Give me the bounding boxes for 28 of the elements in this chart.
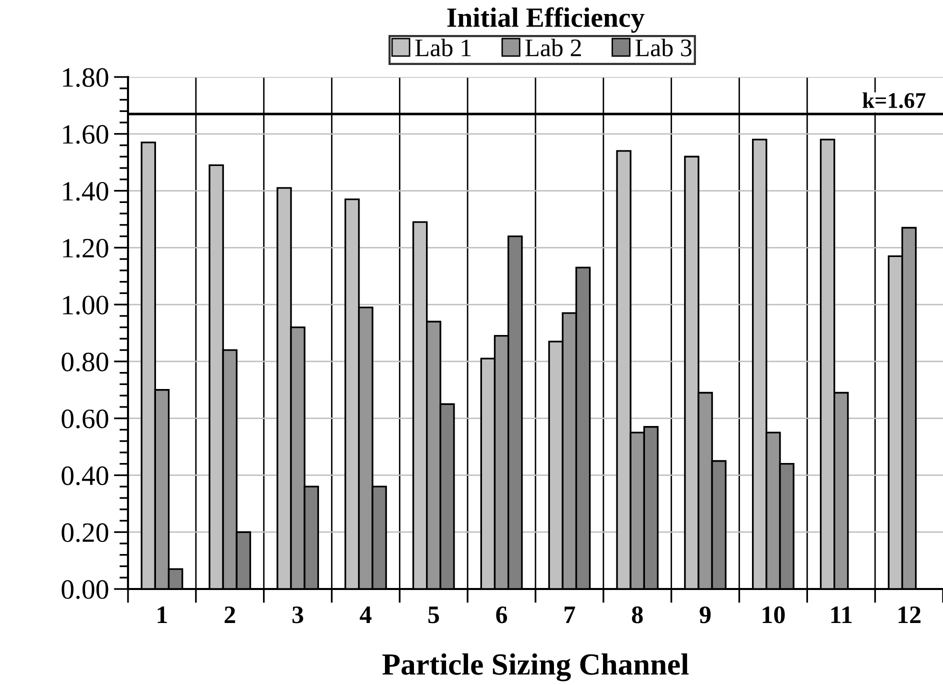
x-tick-label: 11 [831,606,852,624]
ref-line-label: k=1.67 [862,92,926,108]
x-tick-label: 4 [360,606,372,624]
x-tick-label: 1 [158,606,167,624]
legend-label: Lab 3 [636,38,692,56]
y-tick-label: 0.60 [62,410,108,428]
y-tick-label: 1.40 [63,182,108,201]
y-tick-label: 1.80 [63,68,108,88]
x-tick-label: 5 [428,606,439,624]
x-tick-label: 9 [700,606,711,624]
x-tick-label: 12 [898,606,920,624]
y-tick-label: 0.40 [62,466,108,486]
x-tick-label: 6 [496,606,508,624]
x-tick-label: 8 [632,606,643,624]
x-tick-label: 2 [224,606,236,624]
x-tick-label: 10 [762,606,785,624]
x-axis-title: Particle Sizing Channel [382,653,689,682]
chart-title: Initial Efficiency [447,7,644,33]
legend-label: Lab 1 [415,38,471,56]
y-tick-label: 0.80 [62,352,108,372]
x-tick-label: 7 [564,606,576,624]
y-tick-label: 1.60 [63,125,108,144]
y-tick-label: 0.00 [62,580,108,600]
y-tick-label: 1.00 [63,296,108,315]
y-tick-label: 1.20 [63,238,108,258]
y-tick-label: 0.20 [62,523,108,542]
legend-label: Lab 2 [525,38,581,56]
x-tick-label: 3 [292,606,304,624]
